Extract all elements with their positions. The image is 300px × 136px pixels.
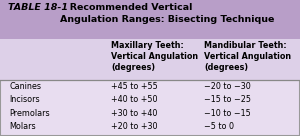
Text: TABLE 18-1: TABLE 18-1	[8, 3, 68, 12]
Text: +40 to +50: +40 to +50	[111, 95, 158, 104]
Bar	[0, 0, 300, 39]
Text: +30 to +40: +30 to +40	[111, 109, 158, 118]
Text: Incisors: Incisors	[9, 95, 40, 104]
Bar	[0, 39, 300, 80]
Text: −5 to 0: −5 to 0	[204, 122, 234, 131]
Text: +45 to +55: +45 to +55	[111, 82, 158, 91]
Text: +20 to +30: +20 to +30	[111, 122, 158, 131]
Text: Recommended Vertical
Angulation Ranges: Bisecting Technique: Recommended Vertical Angulation Ranges: …	[60, 3, 274, 24]
Text: Maxillary Teeth:
Vertical Angulation
(degrees): Maxillary Teeth: Vertical Angulation (de…	[111, 41, 198, 72]
Text: Mandibular Teeth:
Vertical Angulation
(degrees): Mandibular Teeth: Vertical Angulation (d…	[204, 41, 291, 72]
Text: −20 to −30: −20 to −30	[204, 82, 251, 91]
Text: Premolars: Premolars	[9, 109, 50, 118]
Text: −15 to −25: −15 to −25	[204, 95, 251, 104]
Text: Canines: Canines	[9, 82, 41, 91]
Text: −10 to −15: −10 to −15	[204, 109, 251, 118]
Text: Molars: Molars	[9, 122, 36, 131]
